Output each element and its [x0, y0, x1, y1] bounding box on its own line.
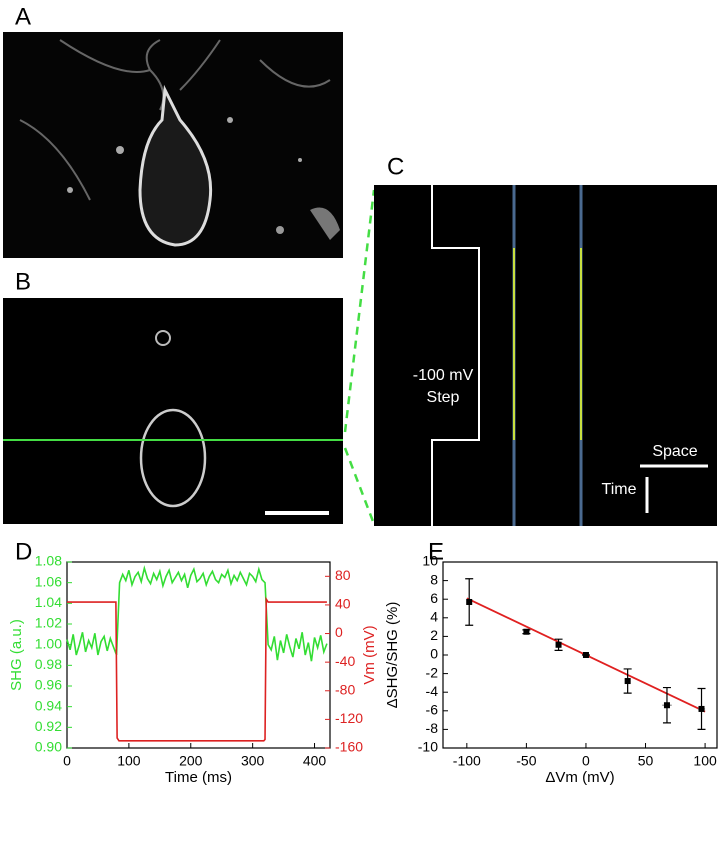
y-tick-label: 0 [430, 646, 438, 662]
y-tick-label: 0.94 [35, 697, 62, 713]
plot-frame [442, 561, 718, 749]
y2-tick-label: -120 [335, 710, 363, 726]
step-label: Step [427, 389, 460, 406]
point [663, 702, 670, 709]
x-tick-label: 100 [117, 753, 141, 769]
panel-label: B [15, 268, 31, 295]
y-tick-label: 0.92 [35, 718, 62, 734]
x-tick-label: 400 [303, 753, 327, 769]
micrograph-b [3, 298, 343, 524]
point [555, 641, 562, 648]
point [466, 598, 473, 605]
x-tick-label: 200 [179, 753, 203, 769]
time-label: Time [602, 481, 637, 498]
x-tick-label: 100 [693, 753, 717, 769]
panel-label: C [387, 153, 404, 180]
y-tick-label: 0.90 [35, 739, 62, 755]
y2-tick-label: 0 [335, 624, 343, 640]
x-tick-label: 300 [241, 753, 265, 769]
y-tick-label: 1.02 [35, 615, 62, 631]
y-axis-title: SHG (a.u.) [8, 619, 25, 691]
panel-label: E [428, 538, 444, 565]
y-tick-label: 4 [430, 609, 438, 625]
x-axis-title: Time (ms) [165, 769, 232, 786]
y2-tick-label: 80 [335, 567, 351, 583]
x-axis-title: ΔVm (mV) [545, 769, 614, 786]
y-tick-label: 1.04 [35, 594, 62, 610]
x-tick-label: 50 [638, 753, 654, 769]
micrograph-a [3, 32, 343, 258]
y2-tick-label: 40 [335, 596, 351, 612]
x-tick-label: -50 [516, 753, 536, 769]
y-tick-label: 8 [430, 571, 438, 587]
panel-label: A [15, 3, 31, 30]
series-line [66, 565, 328, 662]
point [582, 652, 589, 658]
y-tick-label: -6 [426, 702, 439, 718]
point [698, 705, 705, 712]
y2-tick-label: -80 [335, 681, 355, 697]
x-tick-label: 0 [582, 753, 590, 769]
step-label: -100 mV [413, 367, 474, 384]
x-tick-label: 0 [63, 753, 71, 769]
series-line [67, 596, 327, 742]
point [523, 628, 530, 635]
y2-tick-label: -160 [335, 739, 363, 755]
y-tick-label: 0.98 [35, 656, 62, 672]
point [624, 678, 631, 685]
y-tick-label: 0.96 [35, 677, 62, 693]
zoom-line [343, 189, 376, 433]
y-tick-label: -8 [426, 720, 439, 736]
linescan-c [374, 185, 717, 526]
y-tick-label: 10 [422, 553, 438, 569]
y-tick-label: -10 [418, 739, 438, 755]
space-label: Space [652, 443, 697, 460]
plot-frame [66, 561, 331, 749]
x-tick-label: -100 [453, 753, 481, 769]
y2-tick-label: -40 [335, 653, 355, 669]
y-tick-label: 1.00 [35, 635, 62, 651]
y-tick-label: 1.08 [35, 553, 62, 569]
y-axis-title: ΔSHG/SHG (%) [384, 602, 401, 709]
y-tick-label: 1.06 [35, 573, 62, 589]
y-tick-label: -4 [426, 683, 439, 699]
y-tick-label: 2 [430, 627, 438, 643]
y-tick-label: -2 [426, 664, 439, 680]
panel-label: D [15, 538, 32, 565]
y-tick-label: 6 [430, 590, 438, 606]
y2-axis-title: Vm (mV) [361, 625, 378, 684]
zoom-line [343, 447, 376, 525]
